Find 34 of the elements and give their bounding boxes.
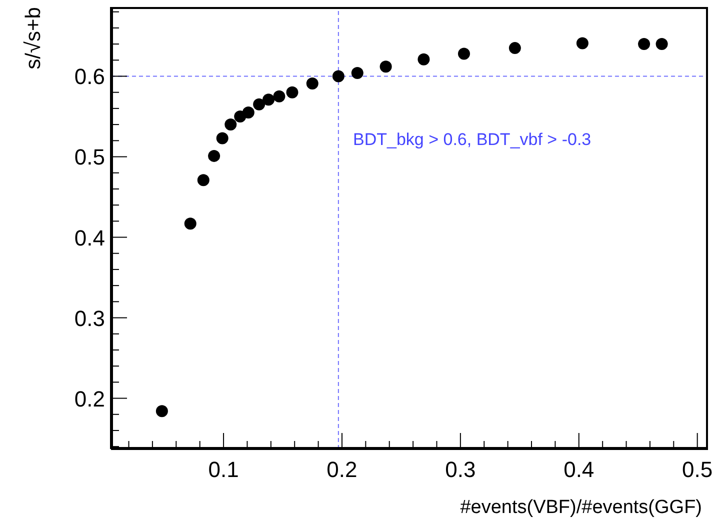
x-tick-label: 0.4 bbox=[564, 457, 594, 482]
x-tick-label: 0.3 bbox=[445, 457, 476, 482]
point bbox=[286, 86, 298, 98]
x-axis-title: #events(VBF)/#events(GGF) bbox=[460, 497, 702, 518]
y-axis-title: s/√s+b bbox=[22, 7, 45, 70]
point bbox=[253, 98, 266, 110]
y-tick-label: 0.2 bbox=[74, 386, 105, 412]
x-tick-label: 0.1 bbox=[208, 457, 239, 482]
y-tick-label: 0.5 bbox=[74, 144, 105, 170]
y-tick-label: 0.3 bbox=[74, 306, 105, 331]
point bbox=[156, 405, 168, 418]
point bbox=[208, 150, 220, 162]
point bbox=[242, 106, 254, 118]
point bbox=[216, 132, 228, 144]
point bbox=[184, 218, 196, 230]
point bbox=[306, 77, 318, 90]
x-tick-label: 0.5 bbox=[682, 457, 713, 482]
point bbox=[576, 37, 588, 50]
point bbox=[351, 67, 364, 80]
point bbox=[273, 90, 286, 102]
annotation: BDT_bkg > 0.6, BDT_vbf > -0.3 bbox=[353, 130, 592, 150]
point bbox=[262, 94, 275, 106]
x-tick-label: 0.2 bbox=[326, 457, 358, 482]
point bbox=[508, 42, 521, 54]
point bbox=[380, 60, 392, 73]
point bbox=[224, 118, 237, 131]
point bbox=[638, 38, 650, 50]
y-tick-label: 0.6 bbox=[74, 64, 105, 90]
point bbox=[332, 70, 344, 82]
y-tick-label: 0.4 bbox=[74, 225, 105, 250]
point bbox=[197, 174, 210, 186]
point bbox=[418, 53, 430, 66]
point bbox=[458, 48, 470, 60]
point bbox=[656, 38, 668, 50]
